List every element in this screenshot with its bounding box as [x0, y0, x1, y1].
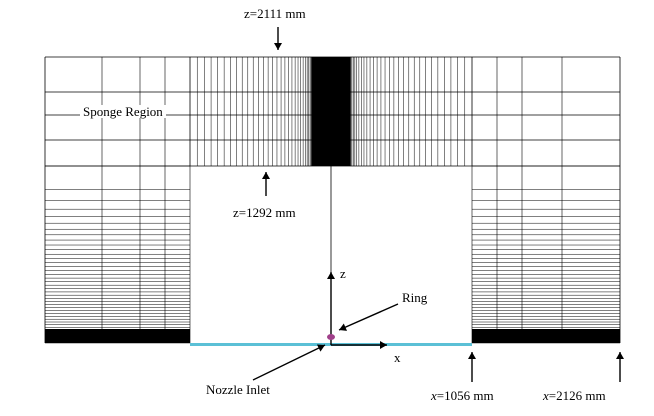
x-2126-value: =2126 mm	[548, 388, 606, 403]
x-2126-label: x=2126 mm	[543, 389, 606, 402]
nozzle-inlet-label: Nozzle Inlet	[206, 382, 270, 397]
axis-z-label: z	[340, 266, 346, 281]
z-axis-arrow-head	[327, 272, 335, 279]
dense-bottom-block-right	[472, 329, 620, 343]
annotation-arrows	[252, 27, 624, 382]
ring-arrow-head	[339, 323, 348, 331]
ring-label: Ring	[402, 290, 428, 305]
mesh-grid-lines	[44, 56, 621, 344]
x-1056-label: x=1056 mm	[431, 389, 494, 402]
sponge-region-label: Sponge Region	[80, 105, 166, 118]
x-1056-arrow-head	[468, 352, 476, 359]
ring-arrow-shaft	[338, 303, 399, 331]
z-top-arrow-head	[274, 43, 282, 50]
nozzle-inlet-arrow-shaft	[252, 344, 326, 381]
z-mid-label: z=1292 mm	[233, 205, 296, 220]
z-top-label: z=2111 mm	[244, 6, 306, 21]
nozzle-inlet-arrow-head	[316, 344, 325, 352]
x-axis-arrow-head	[380, 341, 387, 349]
ring-marker	[327, 334, 335, 340]
dense-core-block	[312, 57, 350, 166]
x-2126-arrow-head	[616, 352, 624, 359]
z-mid-arrow-head	[262, 172, 270, 179]
x-1056-variable: x	[431, 388, 437, 403]
dense-mesh-blocks	[45, 57, 620, 343]
axis-x-label: x	[394, 350, 401, 365]
dense-bottom-block-left	[45, 329, 190, 343]
x-1056-value: =1056 mm	[436, 388, 494, 403]
x-2126-variable: x	[543, 388, 549, 403]
